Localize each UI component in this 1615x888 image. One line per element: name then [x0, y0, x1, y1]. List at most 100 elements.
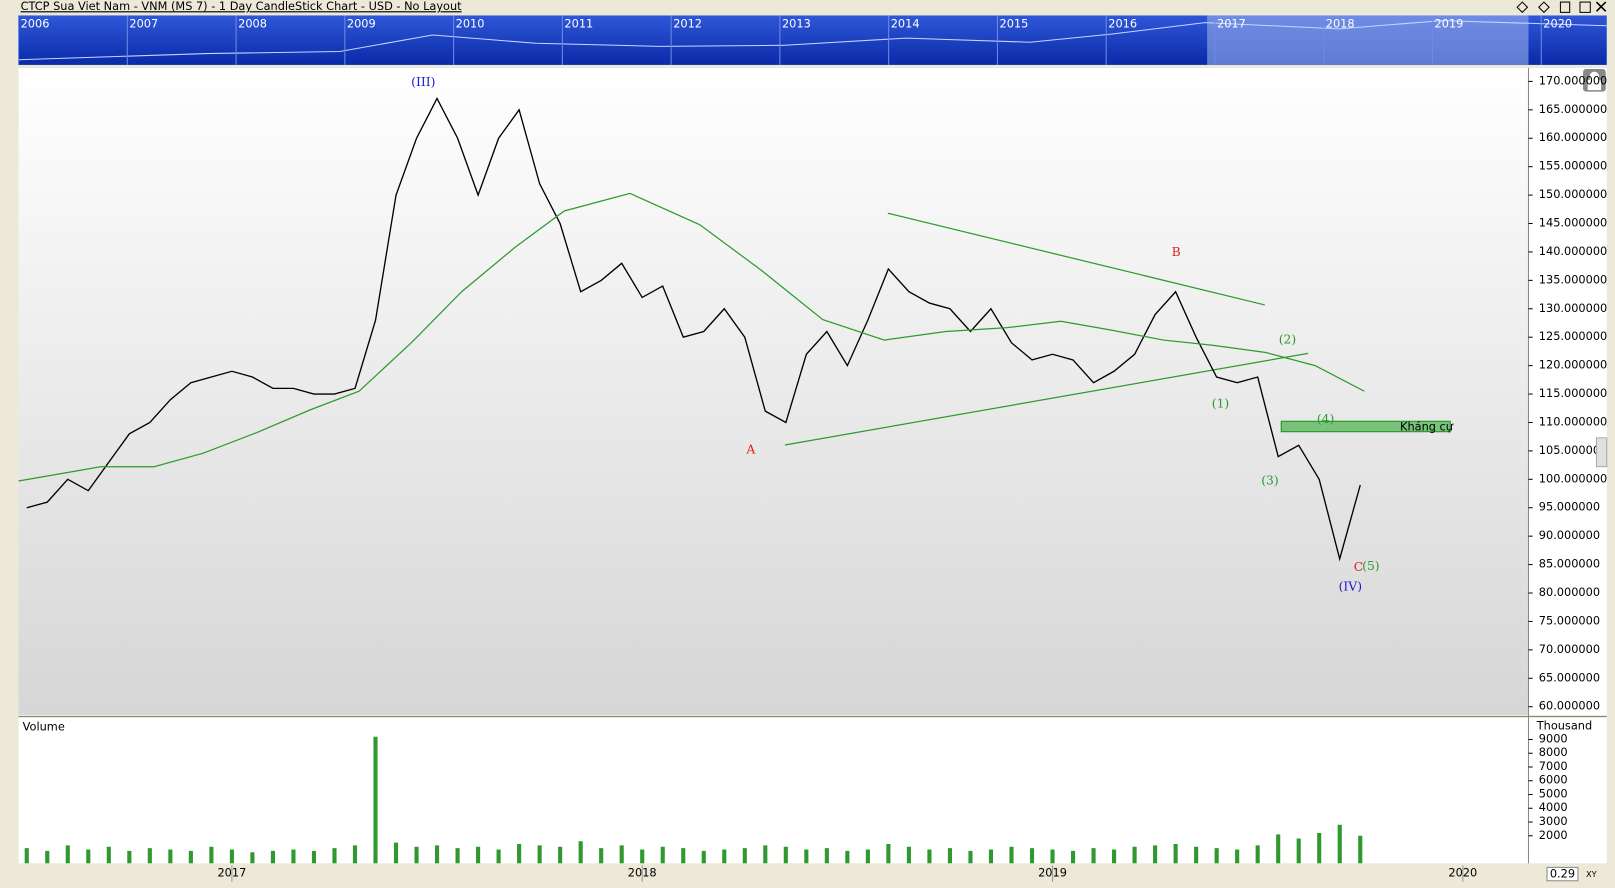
volume-bar — [86, 849, 91, 864]
trend-line[interactable] — [887, 212, 1265, 306]
wave-label: A — [745, 443, 756, 457]
volume-bar — [1070, 850, 1076, 864]
volume-bar — [1153, 845, 1158, 864]
scale-box[interactable] — [1546, 866, 1579, 882]
volume-bar — [906, 846, 911, 864]
volume-title: Volume — [23, 719, 65, 733]
volume-bar — [701, 850, 706, 864]
volume-tick-label: 6000 — [1539, 773, 1568, 787]
scale-value[interactable]: 0.29 — [1550, 867, 1575, 881]
volume-bar — [968, 850, 973, 864]
y-tick-label: 100.000000 — [1539, 471, 1607, 485]
volume-bar — [229, 849, 234, 864]
volume-bar — [393, 842, 399, 864]
x-tick-label: 2018 — [628, 866, 657, 880]
y-tick-label: 165.000000 — [1539, 102, 1607, 116]
resistance-zone[interactable] — [1280, 420, 1451, 433]
volume-bar — [558, 846, 563, 864]
volume-bar — [865, 849, 870, 864]
volume-bar — [660, 846, 665, 864]
wave-label: Kháng cự — [1400, 420, 1454, 434]
volume-axis — [1528, 718, 1607, 864]
volume-bar — [476, 846, 481, 864]
chart-title[interactable]: CTCP Sua Viet Nam - VNM (MS 7) - 1 Day C… — [21, 0, 463, 13]
volume-bar — [147, 848, 152, 864]
volume-tick-label: 2000 — [1539, 828, 1568, 842]
price-line — [26, 97, 1361, 562]
volume-bar — [845, 850, 850, 864]
x-tick-label: 2020 — [1448, 866, 1477, 880]
navigator-year: 2011 — [564, 17, 593, 31]
y-tick-label: 95.000000 — [1539, 500, 1600, 514]
volume-bar — [1214, 848, 1219, 864]
volume-tick-label: 8000 — [1539, 745, 1568, 759]
volume-pane — [18, 718, 1529, 864]
volume-tick-label: 5000 — [1539, 787, 1568, 801]
navigator-year: 2012 — [673, 17, 702, 31]
y-tick-label: 90.000000 — [1539, 528, 1600, 542]
volume-tick-label: 4000 — [1539, 800, 1568, 814]
volume-bar — [619, 845, 624, 864]
wave-label: (3) — [1261, 474, 1279, 488]
volume-bar — [1337, 824, 1342, 864]
y-tick-label: 155.000000 — [1539, 159, 1607, 173]
volume-bar — [455, 848, 460, 864]
window-buttons[interactable] — [1516, 1, 1607, 14]
volume-bar — [927, 849, 932, 864]
moving-average — [18, 192, 1365, 482]
scroll-handle[interactable] — [1595, 437, 1608, 468]
y-tick-label: 80.000000 — [1539, 585, 1600, 599]
navigator-year: 2008 — [238, 17, 267, 31]
navigator-year: 2009 — [347, 17, 376, 31]
navigator-years: 2006 2007 2008 2009 2010 2011 2012 2013 2014 2015… — [18, 15, 1572, 65]
volume-bar — [1112, 849, 1117, 864]
volume-bar — [783, 846, 788, 864]
volume-tick-label: 3000 — [1539, 814, 1568, 828]
volume-bar — [578, 841, 583, 864]
volume-bar — [291, 849, 296, 864]
volume-bar — [1009, 846, 1014, 864]
volume-bar — [250, 852, 255, 864]
volume-bar — [414, 846, 419, 864]
volume-tick-label: 9000 — [1539, 731, 1568, 745]
wave-label: (1) — [1212, 396, 1230, 410]
volume-bar — [742, 848, 747, 864]
navigator-year: 2019 — [1435, 17, 1464, 31]
y-tick-label: 65.000000 — [1539, 670, 1600, 684]
y-tick-label: 105.000000 — [1539, 443, 1607, 457]
navigator-selection[interactable] — [1207, 15, 1529, 65]
x-tick-label: 2017 — [217, 866, 246, 880]
y-tick-label: 140.000000 — [1539, 244, 1607, 258]
time-axis — [18, 865, 1607, 883]
y-tick-label: 120.000000 — [1539, 358, 1607, 372]
y-tick-label: 75.000000 — [1539, 613, 1600, 627]
y-tick-label: 110.000000 — [1539, 414, 1607, 428]
volume-bar — [599, 848, 604, 864]
y-tick-label: 85.000000 — [1539, 557, 1600, 571]
volume-unit: Thousand — [1536, 718, 1592, 732]
y-tick-label: 170.000000 — [1539, 73, 1607, 87]
volume-bar — [1194, 846, 1199, 864]
wave-label: B — [1172, 245, 1181, 259]
volume-bar — [270, 850, 275, 864]
volume-bar — [947, 848, 953, 864]
volume-bar — [45, 850, 50, 864]
scale-mode[interactable]: XY — [1586, 869, 1598, 879]
y-tick-label: 150.000000 — [1539, 187, 1607, 201]
volume-bar — [722, 849, 727, 864]
volume-bar — [188, 850, 193, 864]
y-tick-label: 60.000000 — [1539, 699, 1600, 713]
volume-bar — [373, 736, 378, 864]
volume-bar — [1317, 833, 1322, 864]
volume-bar — [106, 846, 111, 864]
volume-bar — [24, 848, 29, 864]
volume-bar — [352, 845, 358, 864]
wave-label: (2) — [1279, 332, 1297, 346]
x-tick-label: 2019 — [1038, 866, 1067, 880]
volume-bar — [537, 845, 542, 864]
trend-line[interactable] — [784, 352, 1309, 446]
navigator-year: 2017 — [1217, 17, 1246, 31]
lock-icon — [1587, 71, 1602, 91]
volume-bar — [640, 849, 645, 864]
